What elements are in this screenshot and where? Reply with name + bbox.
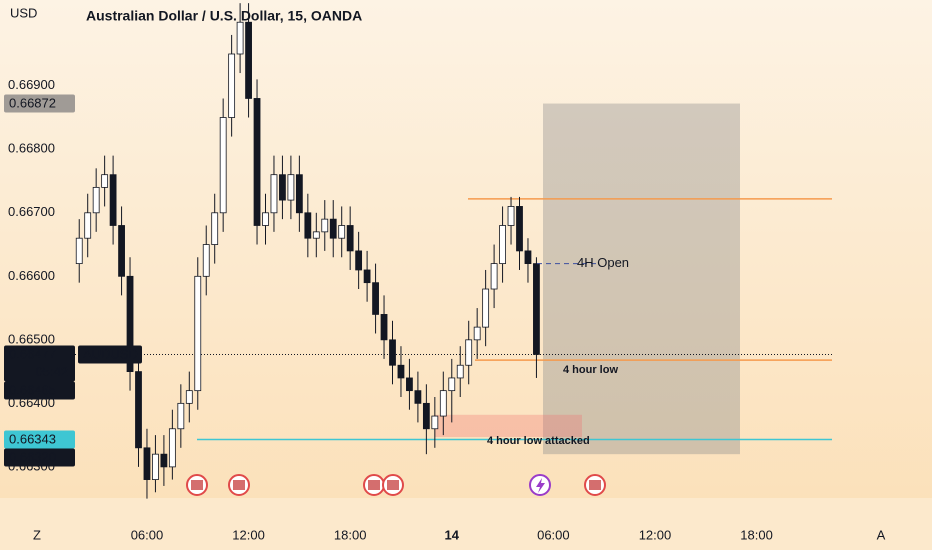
- candle-body: [202, 244, 210, 277]
- annotation: 4 hour low: [563, 364, 618, 376]
- x-tick-label: 06:00: [537, 527, 570, 542]
- x-tick-label: 18:00: [740, 527, 773, 542]
- candle-body: [448, 377, 456, 392]
- candle-body: [160, 453, 168, 468]
- candle-body: [304, 212, 312, 239]
- corner-button[interactable]: A: [877, 527, 886, 542]
- price-label: 0.66343: [9, 431, 56, 446]
- candle-body: [499, 225, 506, 265]
- price-label-box: [4, 345, 75, 382]
- candle-body: [143, 447, 151, 480]
- event-flag: [589, 480, 601, 490]
- price-label-box: [4, 381, 75, 400]
- candle-body: [211, 212, 219, 245]
- y-tick-label: 0.66700: [8, 204, 55, 219]
- candle-body: [490, 263, 498, 290]
- candle-body: [312, 231, 320, 239]
- candle-body: [109, 174, 117, 226]
- candle-body: [439, 390, 447, 417]
- price-label-box: [4, 430, 75, 449]
- corner-button[interactable]: Z: [33, 527, 41, 542]
- candle-body: [270, 174, 278, 214]
- candle-body: [295, 174, 303, 214]
- candle-body: [287, 174, 295, 201]
- candle-body: [92, 186, 100, 214]
- event-flag: [368, 480, 380, 490]
- currency: USD: [10, 5, 37, 20]
- candle-body: [346, 225, 354, 252]
- candle-body: [507, 206, 515, 226]
- candle-body: [516, 206, 523, 252]
- candle-body: [431, 415, 439, 430]
- candle-body: [524, 250, 532, 265]
- y-tick-label: 0.66800: [8, 141, 55, 156]
- price-label: 0.66465: [9, 382, 56, 397]
- candle-body: [406, 377, 413, 392]
- candle-body: [245, 21, 252, 99]
- plot: [75, 3, 832, 499]
- candle-body: [321, 218, 329, 233]
- candle-body: [355, 250, 363, 271]
- annotation: 4 hour low attacked: [487, 435, 590, 447]
- candle-body: [126, 275, 134, 372]
- candle-body: [253, 98, 261, 226]
- candle-body: [397, 364, 405, 379]
- y-tick-label: 0.66600: [8, 268, 55, 283]
- price-label: 0.66872: [9, 95, 56, 110]
- candle-body: [279, 174, 286, 201]
- symbol-box: [78, 345, 142, 364]
- candle-body: [456, 364, 464, 379]
- zone: [435, 414, 582, 438]
- candle-body: [194, 275, 202, 392]
- annotation: 4H Open: [577, 255, 629, 270]
- candle-body: [228, 53, 236, 118]
- candle-body: [101, 174, 109, 188]
- price-label: 0.66320: [9, 449, 56, 464]
- x-tick-label: 06:00: [131, 527, 164, 542]
- x-tick-label: 18:00: [334, 527, 367, 542]
- candle-body: [338, 225, 346, 239]
- candle-body: [372, 282, 379, 315]
- price-label: 0.66477: [9, 346, 56, 361]
- x-tick-label: 14: [445, 527, 460, 542]
- candle-body: [329, 218, 337, 239]
- candle-body: [236, 21, 244, 55]
- candle-body: [135, 371, 142, 449]
- event-flag: [233, 480, 245, 490]
- y-tick-label: 0.66900: [8, 77, 55, 92]
- candle-body: [533, 263, 540, 355]
- candle-body: [482, 288, 490, 328]
- x-tick-label: 12:00: [232, 527, 265, 542]
- candle-body: [422, 402, 430, 430]
- price-label-box: [4, 448, 75, 467]
- countdown: 05:42: [35, 364, 68, 379]
- candle-body: [75, 237, 83, 265]
- time-axis-band: [0, 498, 932, 550]
- candle-body: [389, 339, 396, 366]
- candle-body: [84, 212, 92, 239]
- price-label-box: [4, 94, 75, 113]
- candle-body: [473, 326, 481, 341]
- event-flag: [387, 480, 399, 490]
- candle-body: [262, 212, 269, 226]
- candle-body: [177, 402, 185, 430]
- candle-body: [219, 117, 227, 214]
- candle-body: [363, 269, 371, 284]
- candle-body: [152, 453, 159, 480]
- zone: [543, 103, 740, 455]
- candle-body: [465, 339, 473, 366]
- chart-title: Australian Dollar / U.S. Dollar, 15, OAN…: [86, 8, 362, 24]
- candle-body: [118, 225, 125, 277]
- event-bolt: [536, 478, 545, 493]
- candle-body: [380, 314, 388, 341]
- candle-body: [185, 390, 193, 404]
- symbol-label: AUDUSD: [83, 346, 138, 361]
- candle-body: [168, 428, 176, 468]
- y-tick-label: 0.66500: [8, 331, 55, 346]
- event-flag: [191, 480, 203, 490]
- x-tick-label: 12:00: [639, 527, 672, 542]
- candle-body: [414, 390, 422, 404]
